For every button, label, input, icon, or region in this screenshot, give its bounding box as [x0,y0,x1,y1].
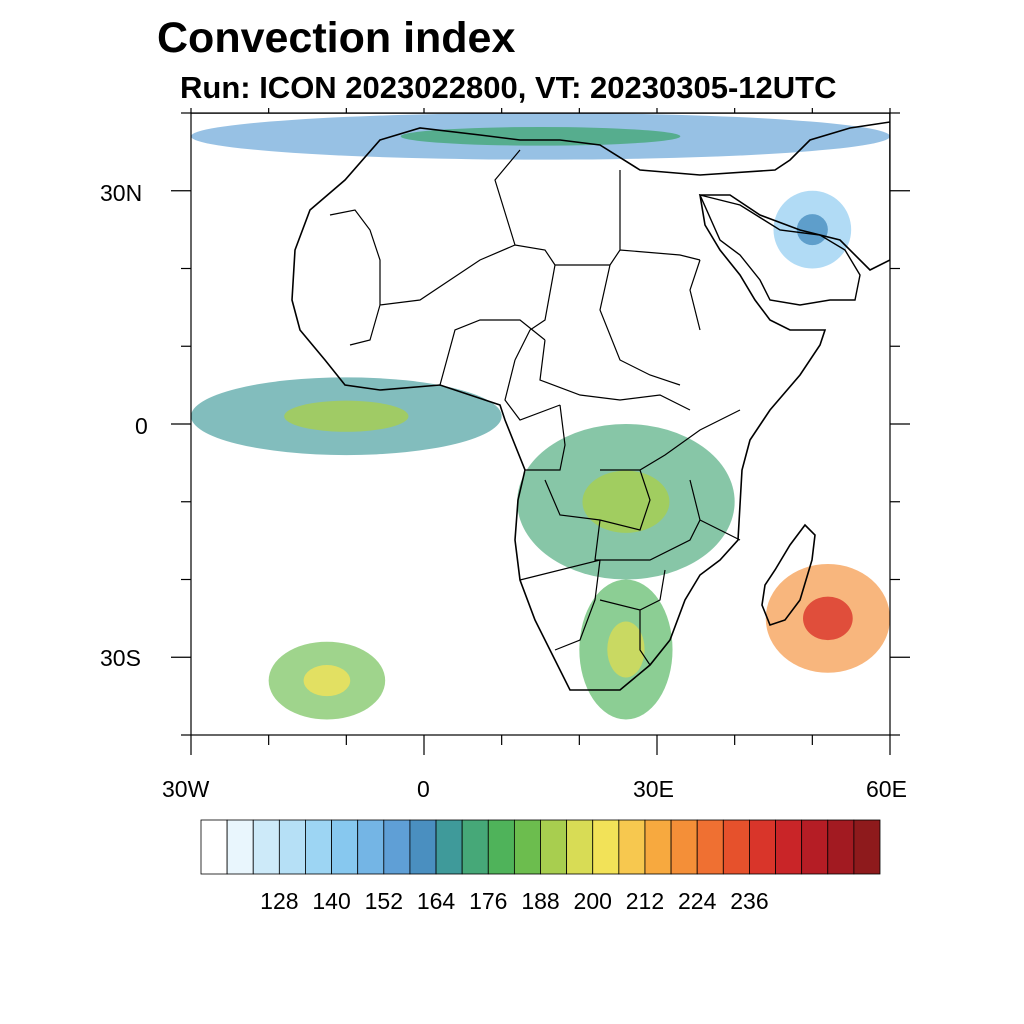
colorbar-swatch-24 [827,819,855,875]
convection-core-0 [400,126,681,146]
colorbar-swatch-14 [566,819,594,875]
colorbar-swatch-9 [435,819,463,875]
colorbar-swatch-0 [200,819,228,875]
lon-tick-label-30e: 30E [633,776,674,802]
axis-ticks [171,108,910,755]
colorbar-swatch-1 [226,819,254,875]
colorbar-swatch-2 [252,819,280,875]
colorbar-swatch-3 [278,819,306,875]
colorbar-swatch-17 [644,819,672,875]
colorbar-label-140: 140 [312,888,351,914]
convection-core-5 [303,665,351,697]
colorbar-swatch-15 [592,819,620,875]
colorbar-label-212: 212 [625,888,665,914]
colorbar-swatch-4 [305,819,332,875]
colorbar-swatch-19 [696,819,724,875]
convection-core-1 [284,400,409,432]
colorbar-swatch-13 [540,819,568,875]
colorbar-swatch-21 [749,819,776,875]
map-subtitle: Run: ICON 2023022800, VT: 20230305-12UTC [180,70,837,105]
convection-core-4 [803,596,853,641]
convection-core-6 [796,214,828,246]
colorbar-label-236: 236 [730,888,769,914]
colorbar-swatch-18 [670,819,698,875]
colorbar-swatch-11 [487,819,515,875]
colorbar-label-128: 128 [260,888,299,914]
colorbar-label-224: 224 [678,888,717,914]
colorbar-swatch-25 [853,819,881,875]
lon-tick-label-30w: 30W [162,776,210,802]
lon-tick-label-0: 0 [417,776,430,802]
colorbar-label-164: 164 [416,888,456,914]
colorbar-label-176: 176 [469,888,508,914]
colorbar-swatch-16 [618,819,646,875]
colorbar-label-188: 188 [521,888,560,914]
lat-tick-label-30n: 30N [100,180,143,206]
coastlines-and-borders [191,113,890,691]
colorbar-swatch-7 [383,819,411,875]
colorbar-label-152: 152 [364,888,403,914]
colorbar-swatch-8 [409,819,437,875]
lat-tick-label-30s: 30S [100,645,141,671]
convection-core-3 [607,621,645,678]
colorbar-label-200: 200 [573,888,612,914]
colorbar-swatch-20 [722,819,750,875]
convection-field [191,113,890,720]
colorbar [200,819,881,875]
convection-core-2 [582,470,670,533]
colorbar-swatch-6 [357,819,385,875]
map-title: Convection index [157,14,516,62]
colorbar-swatch-5 [331,819,359,875]
colorbar-swatch-23 [801,819,829,875]
colorbar-swatch-22 [775,819,803,875]
colorbar-swatch-12 [513,819,541,875]
lat-tick-label-0: 0 [135,413,148,439]
colorbar-swatch-10 [461,819,489,875]
lon-tick-label-60e: 60E [866,776,907,802]
